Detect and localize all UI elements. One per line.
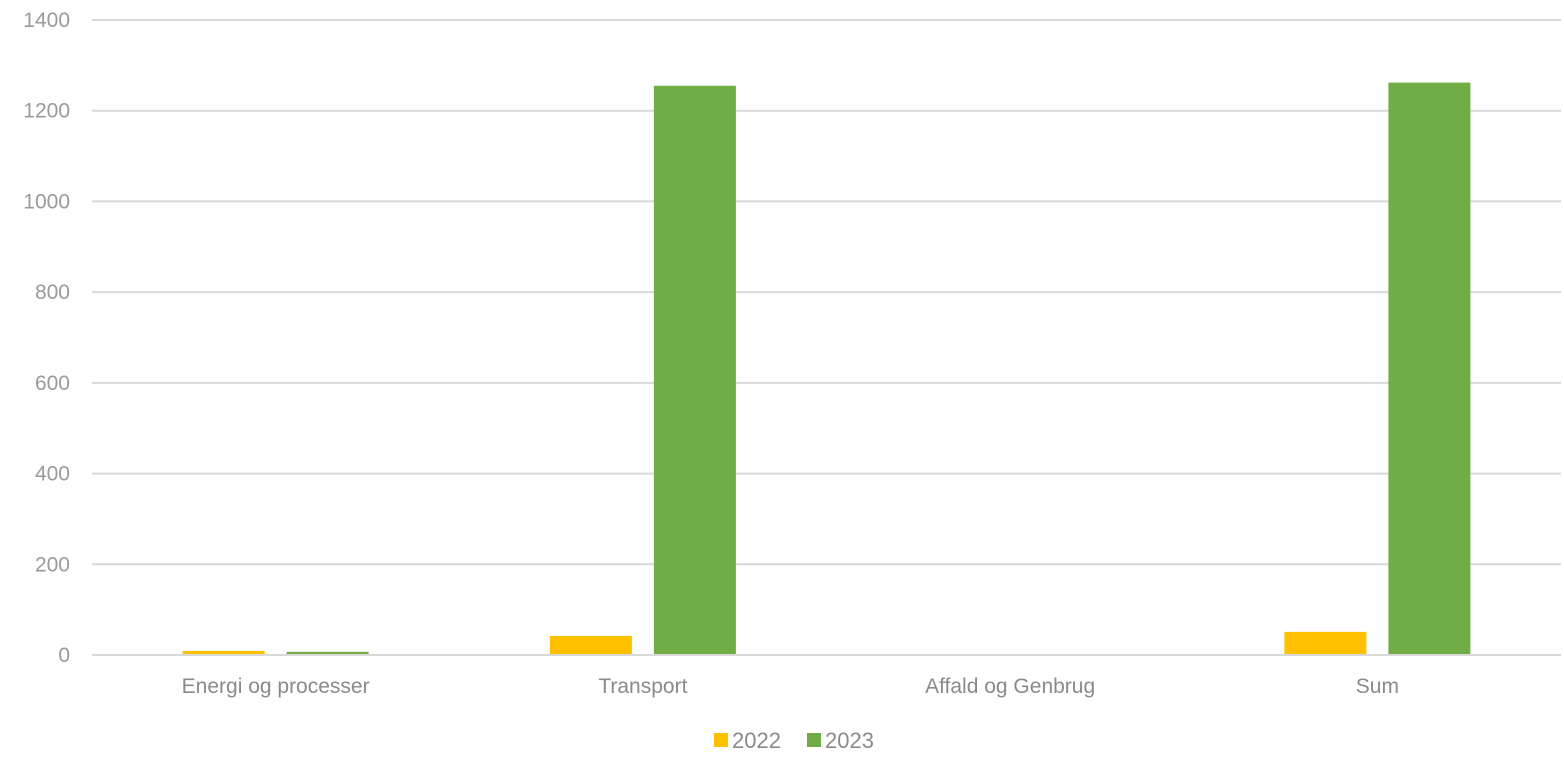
bar-2023-1: [653, 85, 736, 655]
legend-swatch-2022: [714, 733, 728, 747]
y-tick-label: 200: [35, 553, 70, 576]
bar-2023-3: [1388, 82, 1471, 656]
x-tick-label: Transport: [598, 675, 687, 698]
x-tick-label: Sum: [1356, 675, 1399, 698]
legend-swatch-2023: [807, 733, 821, 747]
legend-label-2023: 2023: [825, 728, 874, 753]
y-tick-label: 1200: [23, 100, 70, 123]
x-tick-label: Energi og processer: [182, 675, 370, 698]
bars: [182, 82, 1471, 656]
bar-2022-3: [1284, 631, 1367, 655]
gridlines: [92, 19, 1561, 566]
bar-2023-0: [286, 651, 369, 655]
x-axis-labels: Energi og processer Transport Affald og Ge…: [182, 675, 1399, 698]
legend-label-2022: 2022: [732, 728, 781, 753]
legend: 2022 2023: [714, 728, 874, 753]
y-tick-label: 1000: [23, 190, 70, 213]
y-tick-label: 600: [35, 372, 70, 395]
y-tick-label: 1400: [23, 9, 70, 32]
y-axis-ticks: 0 200 400 600 800 1000 1200 1400: [23, 9, 70, 667]
y-tick-label: 0: [58, 644, 70, 667]
y-tick-label: 400: [35, 463, 70, 486]
bar-2022-1: [549, 635, 632, 655]
bar-2022-0: [182, 650, 265, 655]
x-tick-label: Affald og Genbrug: [925, 675, 1095, 698]
y-tick-label: 800: [35, 281, 70, 304]
